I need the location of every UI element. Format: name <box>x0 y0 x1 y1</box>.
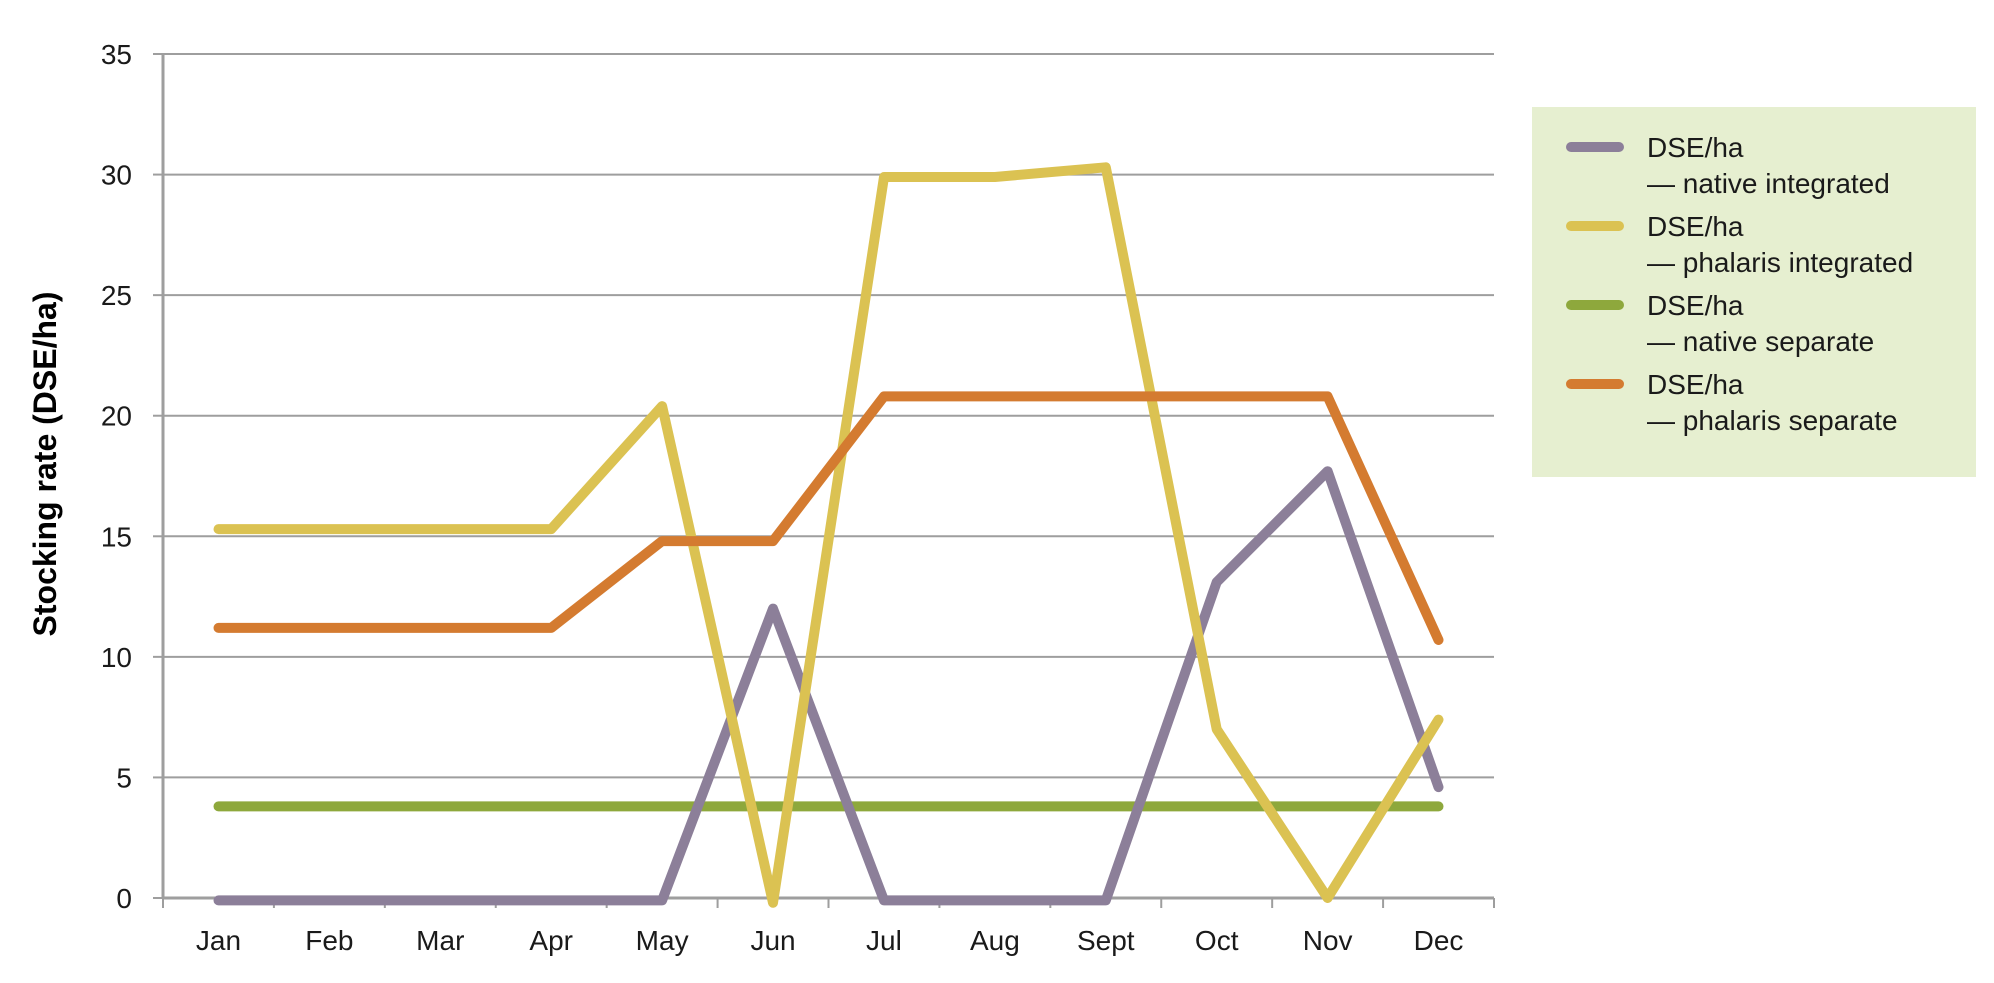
x-tick-label: Apr <box>529 925 573 956</box>
legend-entry-label: — native separate <box>1647 326 1874 357</box>
y-axis-ticks: 0 5 10 15 20 25 30 35 <box>101 39 163 914</box>
legend-entry-label: — phalaris integrated <box>1647 247 1913 278</box>
x-tick-label: Aug <box>970 925 1020 956</box>
y-tick-label: 20 <box>101 401 132 432</box>
legend: DSE/ha — native integrated DSE/ha — phalari… <box>1532 107 1976 477</box>
legend-entry-label: DSE/ha <box>1647 211 1744 242</box>
x-tick-label: Feb <box>305 925 353 956</box>
series-lines <box>213 162 1444 908</box>
x-tick-label: Jan <box>196 925 241 956</box>
legend-background <box>1532 107 1976 477</box>
x-tick-label: Oct <box>1195 925 1239 956</box>
y-tick-label: 25 <box>101 280 132 311</box>
gridlines <box>163 53 1494 779</box>
x-tick-label: May <box>636 925 689 956</box>
x-tick-label: Mar <box>416 925 464 956</box>
x-tick-label: Sept <box>1077 925 1135 956</box>
y-tick-label: 15 <box>101 521 132 552</box>
x-axis-ticks: Jan Feb Mar Apr May Jun Jul Aug Sept Oct Nov Dec <box>162 898 1495 956</box>
y-tick-label: 5 <box>116 762 132 793</box>
legend-entry-label: DSE/ha <box>1647 290 1744 321</box>
y-tick-label: 35 <box>101 39 132 70</box>
legend-entry-label: — phalaris separate <box>1647 405 1898 436</box>
series-line-0 <box>213 466 1444 906</box>
x-tick-label: Jun <box>750 925 795 956</box>
y-tick-label: 10 <box>101 642 132 673</box>
x-tick-label: Dec <box>1414 925 1464 956</box>
series-line-1 <box>213 162 1444 908</box>
x-tick-label: Nov <box>1303 925 1353 956</box>
y-tick-label: 0 <box>116 883 132 914</box>
y-tick-label: 30 <box>101 160 132 191</box>
x-tick-label: Jul <box>866 925 902 956</box>
series-line-3 <box>213 391 1444 645</box>
legend-entry-label: — native integrated <box>1647 168 1890 199</box>
legend-entry-label: DSE/ha <box>1647 369 1744 400</box>
legend-entry-label: DSE/ha <box>1647 132 1744 163</box>
y-axis-title: Stocking rate (DSE/ha) <box>27 292 63 637</box>
